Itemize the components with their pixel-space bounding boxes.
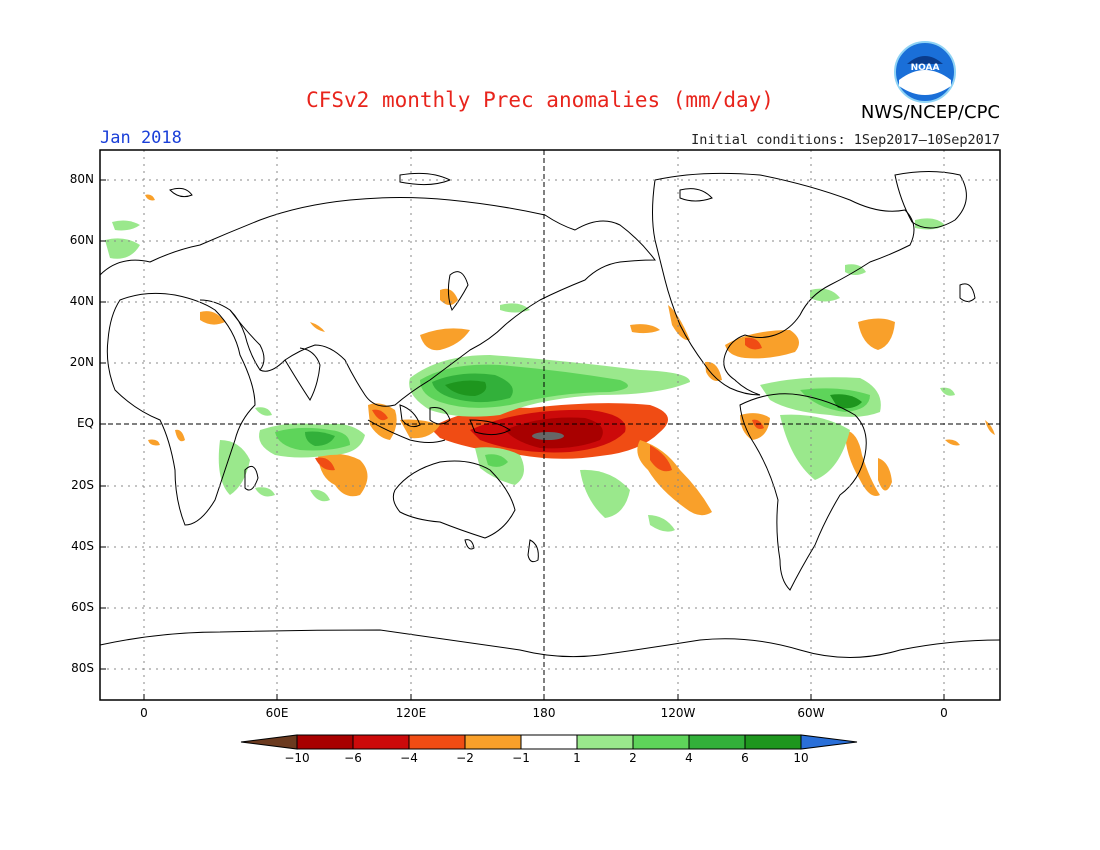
lon-label: 0 — [940, 706, 948, 720]
lon-label: 120E — [395, 706, 427, 720]
colorbar-swatch — [744, 734, 802, 750]
lon-label: 180 — [532, 706, 556, 720]
lat-label: 40N — [69, 294, 94, 308]
lat-label: EQ — [76, 416, 94, 430]
lon-label: 60W — [797, 706, 825, 720]
colorbar-swatch — [464, 734, 522, 750]
colorbar-swatch — [520, 734, 578, 750]
graticule — [100, 150, 1000, 700]
organization-label: NWS/NCEP/CPC — [860, 102, 1000, 123]
noaa-logo-text: NOAA — [911, 63, 940, 73]
colorbar-label: −10 — [284, 751, 310, 765]
colorbar-label: 6 — [741, 751, 749, 765]
coastlines — [99, 171, 1001, 658]
colorbar-label: 1 — [573, 751, 581, 765]
colorbar-label: 2 — [629, 751, 637, 765]
colorbar-label: −4 — [400, 751, 418, 765]
colorbar-swatch — [408, 734, 466, 750]
noaa-logo-icon: NOAA — [894, 41, 956, 103]
colorbar-swatch — [800, 734, 858, 750]
colorbar-label: 4 — [685, 751, 693, 765]
lat-label: 80N — [69, 172, 94, 186]
colorbar-label: −6 — [344, 751, 362, 765]
reference-lines — [100, 150, 1000, 700]
colorbar-label: −2 — [456, 751, 474, 765]
anomaly-fills — [105, 194, 995, 532]
forecast-month: Jan 2018 — [100, 128, 182, 148]
lat-label: 60S — [71, 600, 94, 614]
lat-label: 80S — [71, 661, 94, 675]
lon-label: 0 — [140, 706, 148, 720]
lon-label: 60E — [265, 706, 289, 720]
axis-ticks — [100, 179, 945, 700]
lat-label: 40S — [71, 539, 94, 553]
colorbar-swatch — [296, 734, 354, 750]
lat-label: 20S — [71, 478, 94, 492]
colorbar-swatch — [632, 734, 690, 750]
colorbar-swatch — [240, 734, 298, 750]
colorbar-swatch — [688, 734, 746, 750]
colorbar-swatch — [352, 734, 410, 750]
plot-frame — [99, 149, 1001, 701]
colorbar — [240, 734, 858, 750]
initial-conditions: Initial conditions: 1Sep2017–10Sep2017 — [691, 132, 1000, 148]
colorbar-swatch — [576, 734, 634, 750]
colorbar-label: 10 — [793, 751, 809, 765]
colorbar-label: −1 — [512, 751, 530, 765]
map-title: CFSv2 monthly Prec anomalies (mm/day) — [306, 88, 774, 112]
lat-label: 60N — [69, 233, 94, 247]
lat-label: 20N — [69, 355, 94, 369]
lon-label: 120W — [660, 706, 696, 720]
